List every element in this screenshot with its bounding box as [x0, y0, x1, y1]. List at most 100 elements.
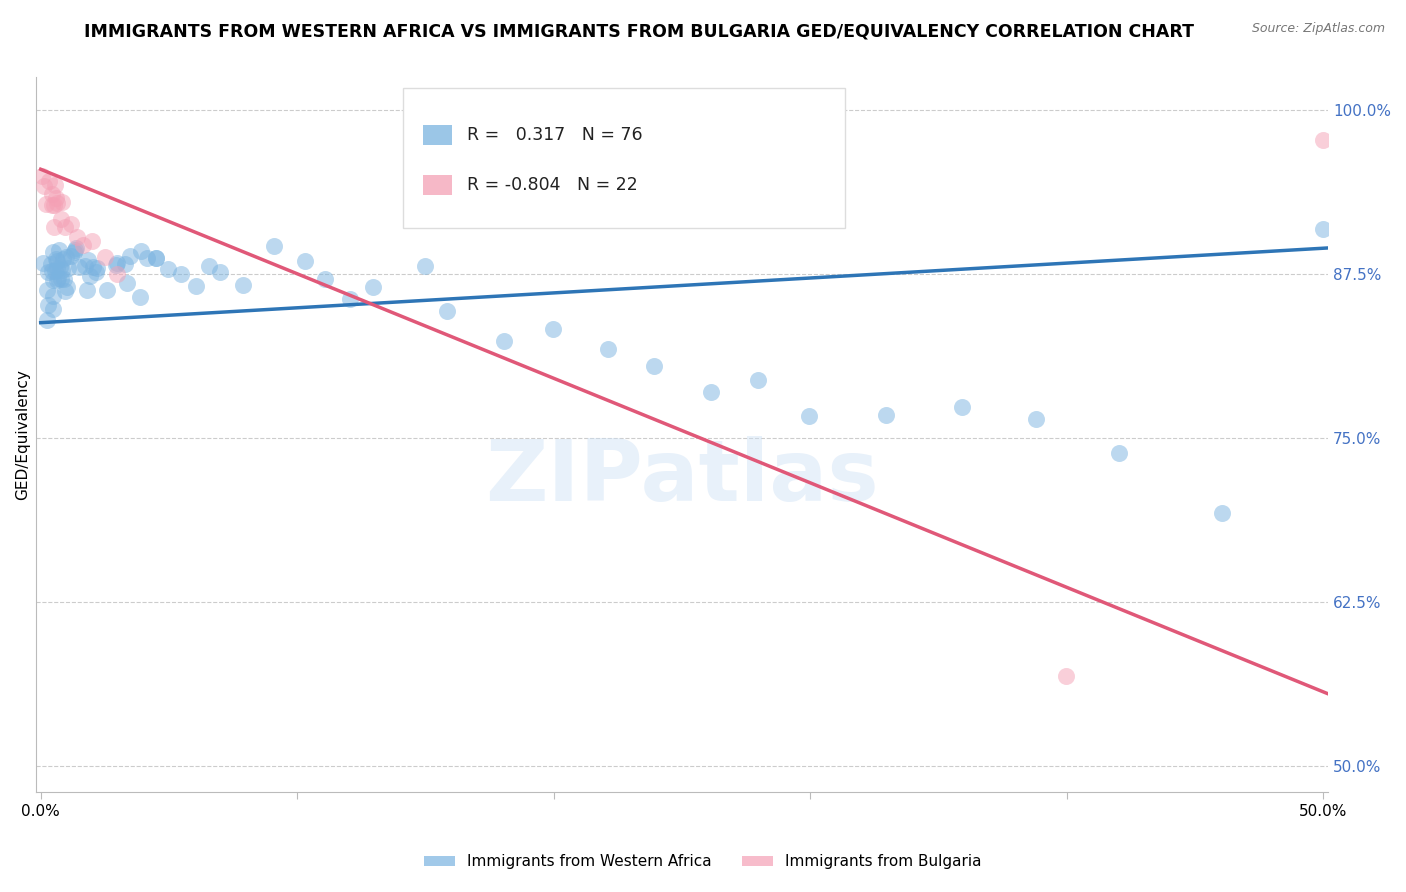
- Point: [45, 191, 67, 205]
- Point: [747, 373, 769, 387]
- Point: [75, 260, 97, 274]
- Point: [63, 245, 86, 260]
- Text: IMMIGRANTS FROM WESTERN AFRICA VS IMMIGRANTS FROM BULGARIA GED/EQUIVALENCY CORRE: IMMIGRANTS FROM WESTERN AFRICA VS IMMIGR…: [84, 22, 1194, 40]
- Point: [114, 257, 136, 271]
- Point: [875, 408, 897, 422]
- Point: [44, 219, 66, 234]
- Point: [72, 238, 94, 252]
- Point: [42, 245, 65, 260]
- Point: [700, 385, 723, 400]
- Point: [32, 179, 55, 194]
- Point: [76, 283, 98, 297]
- Legend: Immigrants from Western Africa, Immigrants from Bulgaria: Immigrants from Western Africa, Immigran…: [418, 848, 988, 875]
- Point: [1312, 222, 1334, 236]
- Point: [294, 254, 316, 268]
- Point: [128, 290, 150, 304]
- Point: [105, 267, 128, 281]
- Point: [53, 219, 76, 234]
- Point: [413, 260, 436, 274]
- Point: [60, 249, 83, 263]
- Point: [314, 272, 336, 286]
- Point: [56, 279, 79, 293]
- Point: [145, 252, 167, 266]
- Point: [797, 409, 820, 423]
- Point: [232, 278, 254, 293]
- Point: [361, 280, 384, 294]
- Point: [950, 400, 973, 414]
- Text: R =   0.317   N = 76: R = 0.317 N = 76: [467, 126, 643, 144]
- Point: [136, 251, 159, 265]
- Point: [38, 173, 60, 187]
- Point: [105, 256, 128, 270]
- Bar: [423, 125, 451, 145]
- Point: [45, 252, 67, 267]
- Point: [31, 169, 53, 184]
- FancyBboxPatch shape: [402, 88, 845, 227]
- Point: [46, 196, 69, 211]
- Point: [32, 256, 55, 270]
- Point: [263, 239, 285, 253]
- Point: [118, 249, 141, 263]
- Point: [184, 278, 207, 293]
- Point: [41, 187, 63, 202]
- Point: [1054, 669, 1077, 683]
- Point: [42, 301, 65, 316]
- Point: [56, 260, 79, 275]
- Point: [46, 270, 69, 285]
- Point: [66, 230, 89, 244]
- Point: [49, 272, 72, 286]
- Point: [96, 283, 118, 297]
- Point: [117, 276, 139, 290]
- Point: [35, 196, 58, 211]
- Point: [60, 217, 83, 231]
- Point: [37, 298, 59, 312]
- Point: [63, 243, 86, 257]
- Point: [1025, 411, 1047, 425]
- Point: [46, 260, 69, 275]
- Point: [51, 194, 73, 209]
- Point: [80, 234, 103, 248]
- Point: [79, 268, 101, 283]
- Point: [1211, 506, 1233, 520]
- Point: [170, 267, 193, 281]
- Point: [42, 198, 65, 212]
- Point: [37, 283, 59, 297]
- Point: [1312, 133, 1334, 147]
- Point: [49, 260, 72, 275]
- Point: [1108, 446, 1130, 460]
- Point: [86, 265, 108, 279]
- Point: [643, 359, 665, 373]
- Point: [67, 260, 90, 275]
- Point: [598, 342, 620, 356]
- Point: [105, 259, 128, 273]
- Point: [65, 241, 87, 255]
- Point: [492, 334, 515, 348]
- Point: [51, 262, 73, 277]
- Point: [42, 289, 65, 303]
- Point: [55, 251, 77, 265]
- Point: [129, 244, 152, 258]
- Point: [53, 272, 76, 286]
- Point: [49, 212, 72, 227]
- Point: [41, 198, 63, 212]
- Point: [52, 252, 75, 267]
- Point: [45, 254, 67, 268]
- Point: [339, 292, 361, 306]
- Text: ZIPatlas: ZIPatlas: [485, 436, 879, 519]
- Y-axis label: GED/Equivalency: GED/Equivalency: [15, 369, 30, 500]
- Bar: [423, 175, 451, 194]
- Point: [198, 259, 221, 273]
- Point: [35, 313, 58, 327]
- Text: R = -0.804   N = 22: R = -0.804 N = 22: [467, 176, 638, 194]
- Point: [41, 264, 63, 278]
- Point: [44, 263, 66, 277]
- Point: [42, 273, 65, 287]
- Text: Source: ZipAtlas.com: Source: ZipAtlas.com: [1251, 22, 1385, 36]
- Point: [82, 260, 104, 274]
- Point: [208, 265, 231, 279]
- Point: [37, 265, 59, 279]
- Point: [53, 285, 76, 299]
- Point: [44, 178, 66, 193]
- Point: [436, 304, 458, 318]
- Point: [93, 250, 115, 264]
